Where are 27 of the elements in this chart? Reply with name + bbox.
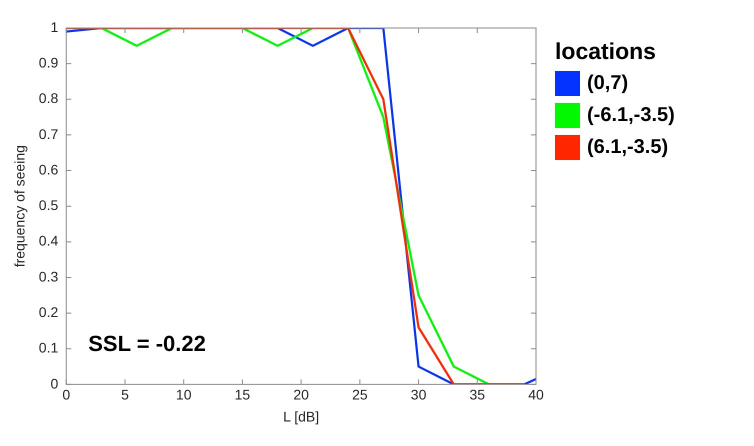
x-tick-label: 40 <box>528 386 544 403</box>
x-tick-label: 20 <box>293 386 310 403</box>
x-tick-label: 30 <box>410 386 427 403</box>
legend-label: (6.1,-3.5) <box>587 136 668 158</box>
x-tick-label: 35 <box>469 386 486 403</box>
y-tick-label: 0.3 <box>38 268 58 284</box>
y-tick-label: 0.7 <box>38 126 58 142</box>
x-tick-label: 0 <box>62 386 70 403</box>
x-axis-title: L [dB] <box>283 408 320 424</box>
x-tick-label: 25 <box>352 386 368 403</box>
y-tick-label: 0.8 <box>38 90 58 106</box>
x-tick-label: 15 <box>234 386 250 403</box>
annotation: SSL = -0.22 <box>88 330 206 356</box>
x-tick-label: 10 <box>176 386 192 403</box>
y-tick-label: 0 <box>50 375 58 392</box>
y-axis-title: frequency of seeing <box>11 145 28 268</box>
y-tick-label: 0.2 <box>38 304 58 320</box>
legend-title: locations <box>555 38 657 65</box>
y-tick-label: 0.1 <box>38 340 58 356</box>
y-tick-label: 0.6 <box>38 161 58 178</box>
legend-label: (-6.1,-3.5) <box>587 104 675 126</box>
y-tick-label: 1 <box>50 18 58 35</box>
y-tick-label: 0.9 <box>38 54 58 70</box>
y-tick-label: 0.4 <box>38 232 58 249</box>
y-tick-label: 0.5 <box>38 197 58 214</box>
legend-label: (0,7) <box>587 72 628 94</box>
x-tick-label: 5 <box>121 386 130 403</box>
